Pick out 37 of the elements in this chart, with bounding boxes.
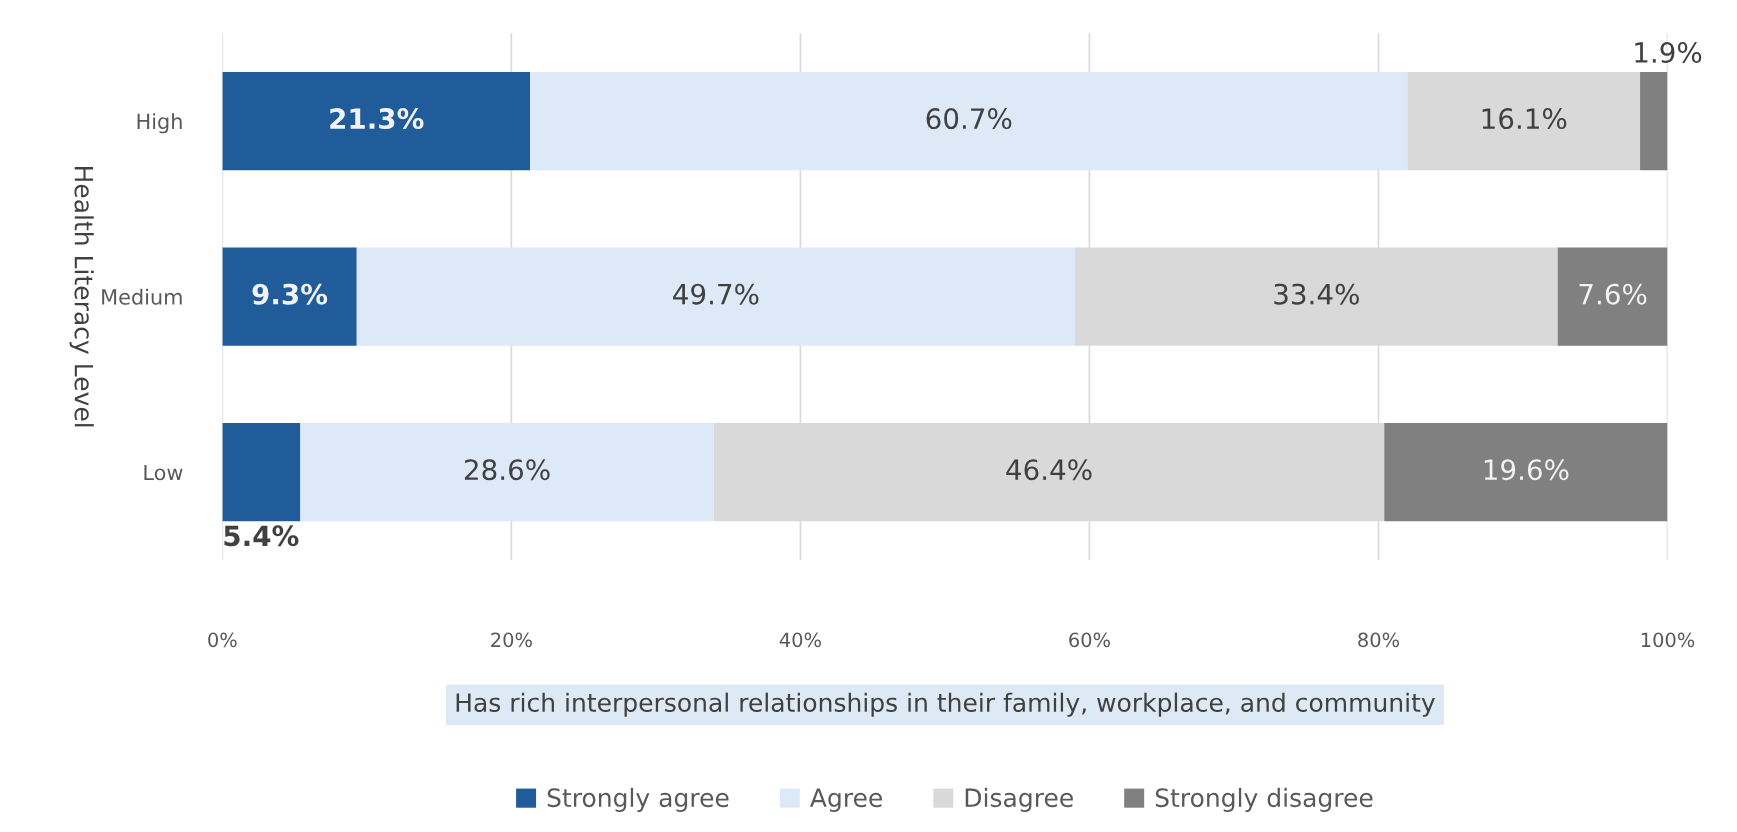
x-tick-label: 0% xyxy=(208,632,237,648)
bar xyxy=(222,247,357,346)
legend-label: Disagree xyxy=(965,787,1073,813)
data-label: 16.1% xyxy=(1482,108,1567,130)
data-label: 60.7% xyxy=(926,108,1012,130)
data-label: 21.3% xyxy=(330,108,424,130)
bar xyxy=(1640,71,1668,171)
x-axis-title: Has rich interpersonal relationships in their family, workplace, and community xyxy=(456,692,1435,717)
x-tick-label: 60% xyxy=(1069,632,1110,648)
bar xyxy=(530,71,1408,171)
bar xyxy=(1384,423,1668,522)
y-tick-label: High xyxy=(137,113,182,134)
bar xyxy=(1557,247,1668,346)
data-label: 5.4% xyxy=(224,525,299,547)
legend-label: Agree xyxy=(810,788,882,813)
x-tick-label: 40% xyxy=(779,632,821,648)
x-tick-label: 100% xyxy=(1641,632,1695,648)
bar xyxy=(300,423,714,522)
legend-label: Strongly agree xyxy=(547,787,729,813)
data-label: 9.3% xyxy=(252,283,328,305)
y-axis-title: Health Literacy Level xyxy=(69,166,94,427)
x-tick-label: 20% xyxy=(491,632,532,648)
data-label: 49.7% xyxy=(673,283,759,305)
bar xyxy=(222,423,301,522)
data-label: 28.6% xyxy=(464,459,550,481)
bar xyxy=(222,71,531,171)
bar xyxy=(1407,71,1641,171)
data-label: 1.9% xyxy=(1635,42,1702,64)
data-label: 7.6% xyxy=(1579,283,1647,305)
data-label: 46.4% xyxy=(1006,459,1092,481)
y-tick-label: Low xyxy=(144,464,183,481)
x-tick-label: 80% xyxy=(1358,632,1400,648)
bar xyxy=(356,247,1075,346)
y-tick-label: Medium xyxy=(102,288,182,305)
legend-label: Strongly disagree xyxy=(1155,787,1373,813)
data-label: 33.4% xyxy=(1274,283,1359,305)
data-label: 19.6% xyxy=(1484,459,1569,481)
